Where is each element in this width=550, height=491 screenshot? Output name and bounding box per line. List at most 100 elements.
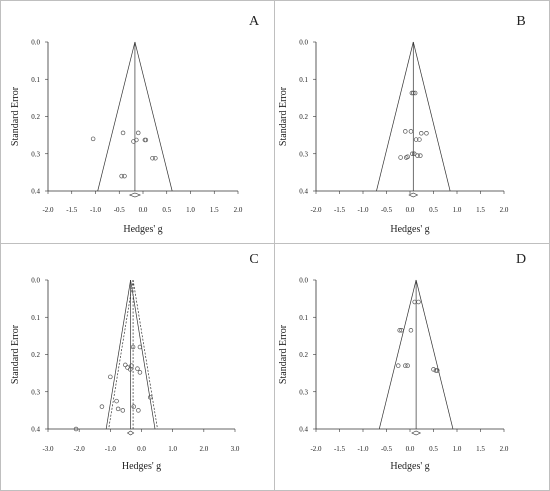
panel-label: A bbox=[249, 14, 260, 29]
study-point bbox=[433, 368, 439, 373]
x-tick-label: -2.0 bbox=[42, 206, 54, 214]
x-tick-label: 1.0 bbox=[186, 206, 195, 214]
x-tick-label: 1.5 bbox=[210, 206, 219, 214]
funnel-line-left bbox=[97, 41, 136, 192]
panel-c: -3.0 -2.0 -1.0 0.0 1.0 2.0 3.0 0.0 0.1 0.2 0.3 0.4 H… bbox=[10, 252, 259, 472]
x-tick-label: -2.0 bbox=[74, 445, 86, 453]
study-point bbox=[431, 367, 436, 372]
y-axis-title: Standard Error bbox=[10, 324, 21, 384]
study-point bbox=[90, 136, 96, 142]
study-point bbox=[399, 328, 404, 333]
study-point bbox=[403, 129, 408, 134]
study-point bbox=[417, 137, 422, 142]
study-point bbox=[424, 131, 429, 136]
study-point bbox=[405, 363, 410, 368]
summary-diamond bbox=[126, 430, 135, 436]
funnel-line-left bbox=[378, 279, 417, 430]
panel-a: -2.0 -1.5 -1.0 -0.5 0.0 0.5 1.0 1.5 2.0 0.0 0.1 0.2… bbox=[10, 14, 260, 235]
y-tick-label: 0.4 bbox=[31, 426, 40, 434]
study-point bbox=[136, 408, 141, 413]
study-point bbox=[119, 173, 124, 179]
study-point bbox=[413, 137, 419, 142]
y-tick-label: 0.0 bbox=[31, 39, 40, 47]
panel-d: -2.0 -1.5 -1.0 -0.5 0.0 0.5 1.0 1.5 2.0 0.0 0.1 0.2… bbox=[278, 252, 526, 472]
study-point bbox=[123, 362, 128, 368]
x-axis-title: Hedges' g bbox=[123, 224, 162, 235]
study-point bbox=[131, 139, 136, 144]
study-point bbox=[130, 344, 136, 350]
funnel-line-adjusted-left bbox=[108, 279, 134, 430]
y-tick-label: 0.4 bbox=[31, 188, 40, 196]
y-tick-label: 0.0 bbox=[31, 277, 40, 285]
y-axis-title: Standard Error bbox=[10, 86, 21, 146]
x-axis-title: Hedges' g bbox=[390, 461, 429, 472]
x-tick-label: 1.0 bbox=[453, 445, 462, 453]
study-point bbox=[416, 299, 421, 305]
study-point bbox=[403, 155, 409, 160]
panels: -2.0 -1.5 -1.0 -0.5 0.0 0.5 1.0 1.5 2.0 0.0 0.1 0.2… bbox=[10, 14, 526, 472]
y-tick-label: 0.1 bbox=[31, 314, 40, 322]
funnel-line-right bbox=[412, 41, 451, 192]
y-tick-label: 0.0 bbox=[299, 39, 308, 47]
study-point bbox=[419, 131, 424, 136]
x-axis-title: Hedges' g bbox=[122, 461, 161, 472]
study-point bbox=[411, 90, 416, 96]
study-point bbox=[153, 155, 158, 161]
study-point bbox=[128, 367, 133, 372]
funnel-line-right bbox=[130, 279, 156, 430]
study-point bbox=[397, 328, 402, 333]
x-tick-label: 2.0 bbox=[199, 445, 208, 453]
study-point bbox=[143, 137, 149, 143]
study-point bbox=[135, 366, 140, 371]
funnel-line-adjusted-right bbox=[132, 279, 158, 430]
x-tick-label: 1.5 bbox=[476, 445, 485, 453]
x-tick-label: 2.0 bbox=[500, 206, 509, 214]
study-point bbox=[131, 404, 136, 409]
study-point bbox=[114, 398, 119, 404]
y-tick-label: 0.1 bbox=[299, 76, 308, 84]
study-point bbox=[147, 395, 153, 400]
panel-label: D bbox=[516, 252, 526, 267]
study-point bbox=[122, 173, 127, 179]
study-point bbox=[115, 406, 121, 412]
study-point bbox=[108, 374, 113, 380]
y-axis-title: Standard Error bbox=[278, 86, 289, 146]
y-tick-label: 0.2 bbox=[299, 351, 308, 359]
study-point bbox=[120, 408, 126, 413]
study-point bbox=[398, 155, 403, 160]
x-tick-label: 3.0 bbox=[231, 445, 240, 453]
panel-label: C bbox=[249, 252, 258, 267]
x-tick-label: 1.0 bbox=[168, 445, 177, 453]
y-tick-label: 0.2 bbox=[31, 113, 40, 121]
study-point bbox=[410, 151, 415, 157]
y-tick-label: 0.4 bbox=[299, 426, 308, 434]
x-tick-label: -1.0 bbox=[357, 206, 369, 214]
y-tick-label: 0.3 bbox=[299, 150, 308, 158]
study-point bbox=[435, 368, 440, 373]
x-tick-label: -2.0 bbox=[310, 445, 322, 453]
x-tick-label: -0.5 bbox=[114, 206, 126, 214]
panel-b: -2.0 -1.5 -1.0 -0.5 0.0 0.5 1.0 1.5 2.0 0.0 0.1 0.2… bbox=[278, 14, 526, 235]
x-tick-label: -0.5 bbox=[381, 206, 393, 214]
funnel-line-left bbox=[105, 279, 131, 430]
summary-diamond bbox=[128, 192, 141, 198]
study-point bbox=[99, 404, 105, 409]
y-tick-label: 0.1 bbox=[31, 76, 40, 84]
x-tick-label: 0.5 bbox=[162, 206, 171, 214]
y-tick-label: 0.1 bbox=[299, 314, 308, 322]
x-tick-label: 0.5 bbox=[429, 445, 438, 453]
x-tick-label: 0.0 bbox=[406, 206, 415, 214]
y-tick-label: 0.4 bbox=[299, 188, 308, 196]
panel-label: B bbox=[516, 14, 525, 29]
study-point bbox=[403, 363, 408, 368]
x-tick-label: -3.0 bbox=[42, 445, 54, 453]
summary-diamond bbox=[411, 430, 422, 436]
x-tick-label: 1.5 bbox=[476, 206, 485, 214]
x-tick-label: 0.0 bbox=[137, 445, 146, 453]
x-tick-label: -1.0 bbox=[105, 445, 117, 453]
study-point bbox=[137, 344, 143, 350]
y-axis-title: Standard Error bbox=[278, 324, 289, 384]
study-point bbox=[137, 370, 143, 375]
